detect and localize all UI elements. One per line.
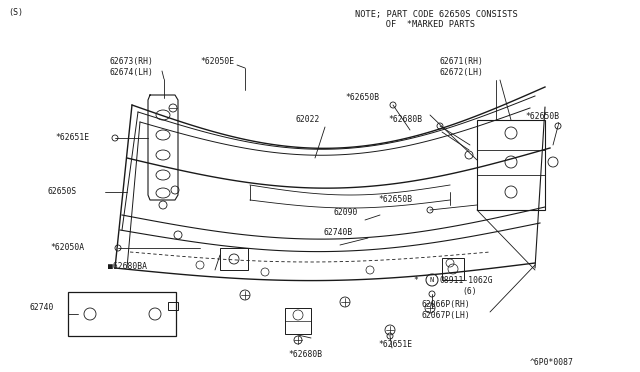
- Text: NOTE; PART CODE 62650S CONSISTS: NOTE; PART CODE 62650S CONSISTS: [355, 10, 518, 19]
- Text: *62651E: *62651E: [55, 134, 89, 142]
- Text: ■62680BA: ■62680BA: [108, 262, 147, 271]
- Text: 62674(LH): 62674(LH): [110, 68, 154, 77]
- Bar: [285, 308, 311, 334]
- Bar: [477, 120, 545, 210]
- Bar: [68, 292, 176, 336]
- Bar: [220, 248, 248, 270]
- Text: *62050A: *62050A: [50, 244, 84, 253]
- Text: (6): (6): [462, 287, 477, 296]
- Bar: [442, 258, 464, 280]
- Text: 62066P(RH): 62066P(RH): [422, 300, 471, 309]
- Text: *62650B: *62650B: [525, 112, 559, 121]
- Text: 62671(RH): 62671(RH): [440, 57, 484, 66]
- Text: 62740B: 62740B: [323, 228, 352, 237]
- Text: 62067P(LH): 62067P(LH): [422, 311, 471, 320]
- Text: 62650S: 62650S: [48, 187, 77, 196]
- Text: *62680B: *62680B: [288, 350, 322, 359]
- Text: 62672(LH): 62672(LH): [440, 68, 484, 77]
- Text: OF  *MARKED PARTS: OF *MARKED PARTS: [370, 20, 475, 29]
- Text: *62680B: *62680B: [388, 115, 422, 124]
- Text: *62050E: *62050E: [200, 57, 234, 66]
- Text: N: N: [430, 277, 434, 283]
- Text: 08911-1062G: 08911-1062G: [440, 276, 493, 285]
- Text: *62651E: *62651E: [378, 340, 412, 349]
- Text: 62673(RH): 62673(RH): [110, 57, 154, 66]
- Text: (S): (S): [8, 8, 23, 17]
- Text: *: *: [414, 276, 424, 285]
- Text: 62022: 62022: [295, 115, 319, 124]
- Text: *62650B: *62650B: [345, 93, 379, 102]
- Bar: [168, 302, 178, 310]
- Text: ^6P0*0087: ^6P0*0087: [530, 358, 574, 367]
- Text: 62090: 62090: [333, 208, 357, 217]
- Text: 62740: 62740: [30, 302, 54, 311]
- Text: *62650B: *62650B: [378, 195, 412, 204]
